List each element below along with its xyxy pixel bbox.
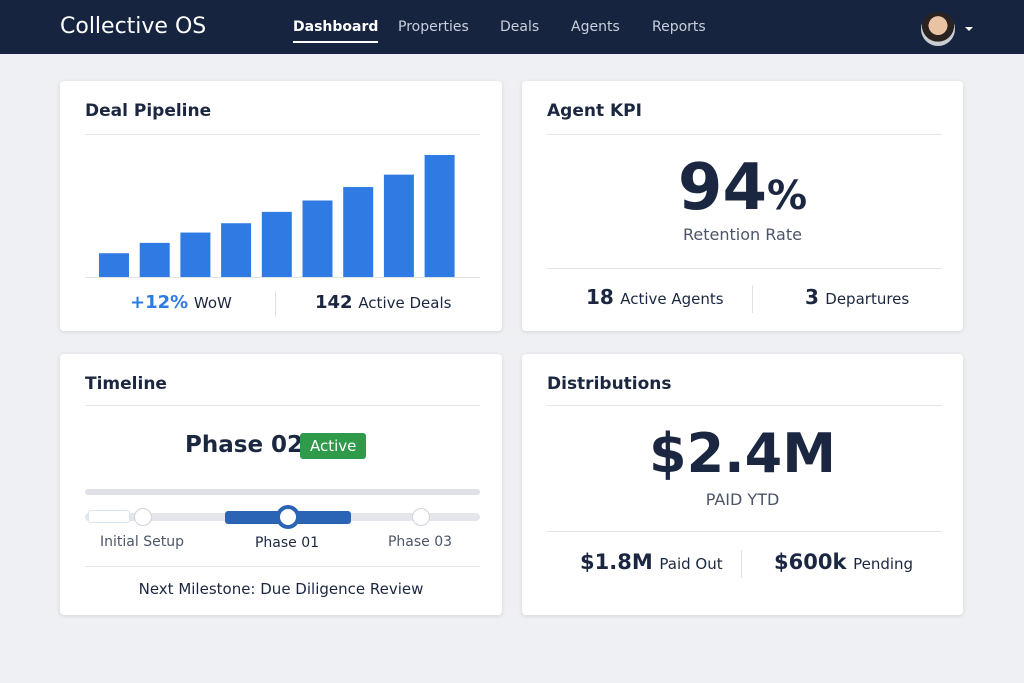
growth: +12% WoW [130,292,232,313]
pending: $600k Pending [774,550,913,574]
step-label: Phase 03 [387,534,453,550]
bar [383,174,414,277]
paid-out: $1.8M Paid Out [580,550,723,574]
retention: 94% [522,151,963,233]
paid-ytd-value: $2.4M [649,422,836,485]
agent-kpi-card: Agent KPI 94% Retention Rate 18 Active A… [522,81,963,331]
step-segment [88,510,130,523]
step-node [412,508,430,526]
progress-track [85,489,480,495]
divider [547,405,942,406]
step-node [134,508,152,526]
active-agents: 18 Active Agents [586,285,724,309]
deals-value: 142 [315,292,353,313]
agents-label: Active Agents [620,290,724,308]
divider [275,291,276,317]
nav-item[interactable]: Reports [652,19,706,35]
card-title: Deal Pipeline [85,101,212,121]
bar [302,200,333,277]
nav-item[interactable]: Deals [500,19,540,35]
bar-chart [85,155,480,278]
nav-item[interactable]: Properties [398,19,469,35]
avatar-caret[interactable] [965,27,973,35]
nav-item[interactable]: Agents [571,19,620,35]
next-milestone: Next Milestone: Due Diligence Review [138,580,424,598]
divider [547,268,942,269]
growth-label: WoW [193,294,232,312]
app-title: Collective OS [60,14,207,39]
phase: Phase 02 [185,432,304,458]
growth-value: +12% [130,292,189,313]
bar [424,155,455,277]
deals-label: Active Deals [358,294,452,312]
divider [547,134,942,135]
pending-label: Pending [853,555,914,573]
paid-ytd-label: PAID YTD [705,490,780,509]
nav-bar: Collective OS Dashboard Properties Deals Ag… [0,0,1024,54]
status-badge: Active [300,433,367,459]
divider [547,531,942,532]
divider [752,285,753,313]
bar [221,223,252,277]
card-title: Timeline [85,374,167,394]
distributions-card: Distributions $2.4M PAID YTD $1.8M Paid … [522,354,963,615]
avatar[interactable] [921,12,955,46]
divider [85,566,480,567]
bar [343,187,374,277]
divider [741,550,742,578]
divider [85,134,480,135]
bar [99,253,129,277]
paid-out-label: Paid Out [659,555,723,573]
active-deals: 142 Active Deals [315,292,451,313]
agents-value: 18 [586,285,614,309]
retention-unit: % [766,173,808,219]
pipeline-card: Deal Pipeline +12% WoW 142 Active Deals [60,81,502,331]
departures-label: Departures [825,290,910,308]
step-label: Initial Setup [100,534,184,550]
timeline-card: Timeline Phase 02 Active Initial Setup P… [60,354,502,615]
bar [139,242,170,277]
bar [180,232,211,277]
pending-value: $600k [774,550,847,574]
departures: 3 Departures [805,285,909,309]
retention-label: Retention Rate [683,225,802,244]
card-title: Distributions [547,374,672,394]
retention-value: 94 [677,151,767,225]
step-label: Phase 01 [254,535,320,551]
departures-value: 3 [805,285,819,309]
paid-out-value: $1.8M [580,550,653,574]
divider [85,405,480,406]
nav-item[interactable]: Dashboard [293,19,379,43]
card-title: Agent KPI [547,101,642,121]
step-node-active [276,505,300,529]
bar [261,211,292,277]
